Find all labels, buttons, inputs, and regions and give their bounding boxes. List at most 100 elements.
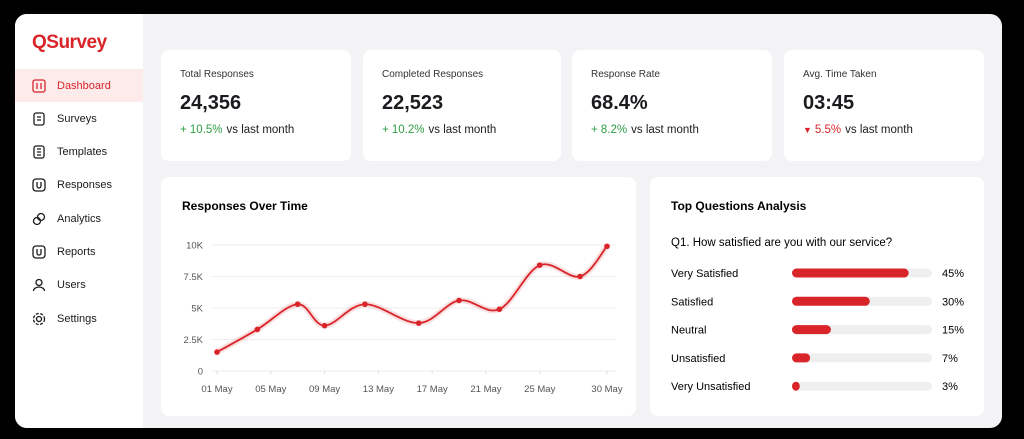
bar-track — [792, 381, 932, 391]
x-tick-label: 30 May — [591, 384, 622, 395]
x-tick-label: 25 May — [524, 384, 555, 395]
point — [214, 349, 220, 355]
nav-icon — [32, 178, 46, 193]
kpi-card: Response Rate 68.4% + 8.2% vs last month — [572, 50, 772, 161]
app-window: QSurvey Dashboard Surveys Templates Respons… — [15, 14, 1002, 428]
nav-item[interactable]: Dashboard — [15, 69, 143, 102]
kpi-note: vs last month — [845, 124, 913, 136]
nav-label: Users — [57, 279, 86, 292]
kpi-card: Avg. Time Taken 03:45 ▼ 5.5% vs last month — [784, 50, 984, 161]
sidebar: QSurvey Dashboard Surveys Templates Respons… — [15, 14, 143, 428]
category-label: Unsatisfied — [671, 353, 725, 365]
nav-item[interactable]: Users — [15, 269, 143, 302]
bar — [792, 353, 811, 363]
x-tick-label: 17 May — [417, 384, 448, 395]
y-tick-label: 7.5K — [183, 272, 203, 283]
value-label: 30% — [942, 296, 964, 308]
nav-item[interactable]: Analytics — [15, 202, 143, 235]
nav-item[interactable]: Reports — [15, 236, 143, 269]
point — [362, 301, 368, 308]
nav-icon — [33, 112, 45, 126]
nav-label: Reports — [57, 246, 96, 258]
nav-label: Surveys — [57, 112, 97, 125]
kpi-change-row: + 8.2% vs last month — [591, 124, 699, 136]
kpi-value: 68.4% — [591, 92, 648, 114]
nav-icon — [32, 279, 46, 292]
y-tick-label: 0 — [198, 367, 203, 378]
point — [321, 322, 328, 329]
point — [536, 262, 543, 268]
chart-title: Responses Over Time — [182, 199, 308, 213]
value-label: 45% — [942, 268, 964, 280]
nav-icon — [32, 312, 46, 325]
nav-item[interactable]: Responses — [15, 169, 143, 202]
kpi-change-row: ▼ 5.5% vs last month — [803, 124, 913, 136]
kpi-card: Total Responses 24,356 + 10.5% vs last mont… — [161, 50, 351, 161]
y-tick-label: 2.5K — [183, 335, 203, 346]
category-label: Satisfied — [671, 296, 713, 308]
bar — [792, 381, 800, 391]
nav-label: Templates — [57, 146, 108, 159]
nav-icon — [32, 212, 46, 225]
kpi-card: Completed Responses 22,523 + 10.2% vs last … — [363, 50, 561, 161]
kpi-change: 5.5% — [814, 124, 842, 136]
logo[interactable]: QSurvey — [32, 32, 107, 53]
kpi-change: + 8.2% — [591, 124, 628, 136]
point — [254, 326, 261, 333]
x-tick-label: 13 May — [363, 384, 394, 395]
line-glow — [215, 244, 610, 355]
nav-label: Analytics — [57, 212, 102, 225]
line-chart: Responses Over Time 0 2.5K 5K 7.5K 10K 01 May 0… — [182, 199, 623, 395]
kpi-note: vs last month — [428, 124, 497, 136]
kpi-label: Avg. Time Taken — [803, 69, 877, 80]
point — [496, 306, 503, 313]
value-label: 3% — [942, 381, 958, 393]
kpi-label: Total Responses — [180, 69, 254, 80]
bar — [792, 268, 909, 278]
category-label: Neutral — [671, 325, 706, 337]
kpi-value: 03:45 — [803, 92, 855, 114]
x-tick-label: 05 May — [255, 384, 286, 395]
category-label: Very Satisfied — [671, 268, 738, 280]
point — [577, 273, 583, 280]
chart-card: Top Questions Analysis Q1. How satisfied … — [650, 177, 984, 416]
kpi-change: + 10.5% — [180, 124, 223, 136]
y-tick-label: 5K — [191, 304, 203, 315]
category-label: Very Unsatisfied — [671, 381, 750, 393]
nav-icon — [32, 78, 46, 93]
kpi-value: 24,356 — [180, 92, 242, 114]
trend-arrow: ▼ — [803, 125, 812, 135]
x-tick-label: 01 May — [201, 384, 232, 395]
bar-track — [792, 353, 932, 363]
bar — [792, 296, 870, 306]
kpi-note: vs last month — [226, 124, 295, 136]
nav-label: Responses — [57, 179, 113, 192]
x-tick-label: 21 May — [470, 384, 501, 395]
kpi-label: Completed Responses — [382, 69, 484, 80]
kpi-label: Response Rate — [591, 69, 660, 80]
value-label: 15% — [942, 325, 964, 337]
point — [456, 297, 462, 304]
chart-subtitle: Q1. How satisfied are you with our servi… — [671, 237, 892, 249]
bar — [792, 325, 831, 335]
nav-label: Settings — [57, 312, 97, 325]
kpi-change: + 10.2% — [382, 124, 425, 136]
nav-icon — [32, 245, 46, 259]
point — [294, 301, 301, 308]
kpi-note: vs last month — [631, 124, 699, 136]
kpi-change-row: + 10.5% vs last month — [180, 124, 294, 136]
nav-item[interactable]: Settings — [15, 302, 143, 335]
chart-title: Top Questions Analysis — [671, 199, 807, 213]
value-label: 7% — [942, 353, 958, 365]
bar-chart: Top Questions Analysis Q1. How satisfied … — [671, 199, 964, 393]
nav-label: Dashboard — [57, 79, 111, 92]
nav-item[interactable]: Templates — [15, 136, 143, 169]
point — [415, 320, 422, 326]
chart-card: Responses Over Time 0 2.5K 5K 7.5K 10K 01 May 0… — [161, 177, 636, 416]
nav-item[interactable]: Surveys — [15, 102, 143, 135]
kpi-change-row: + 10.2% vs last month — [382, 124, 496, 136]
kpi-value: 22,523 — [382, 92, 444, 114]
nav-icon — [33, 145, 45, 159]
x-tick-label: 09 May — [309, 384, 340, 395]
y-tick-label: 10K — [186, 241, 204, 252]
